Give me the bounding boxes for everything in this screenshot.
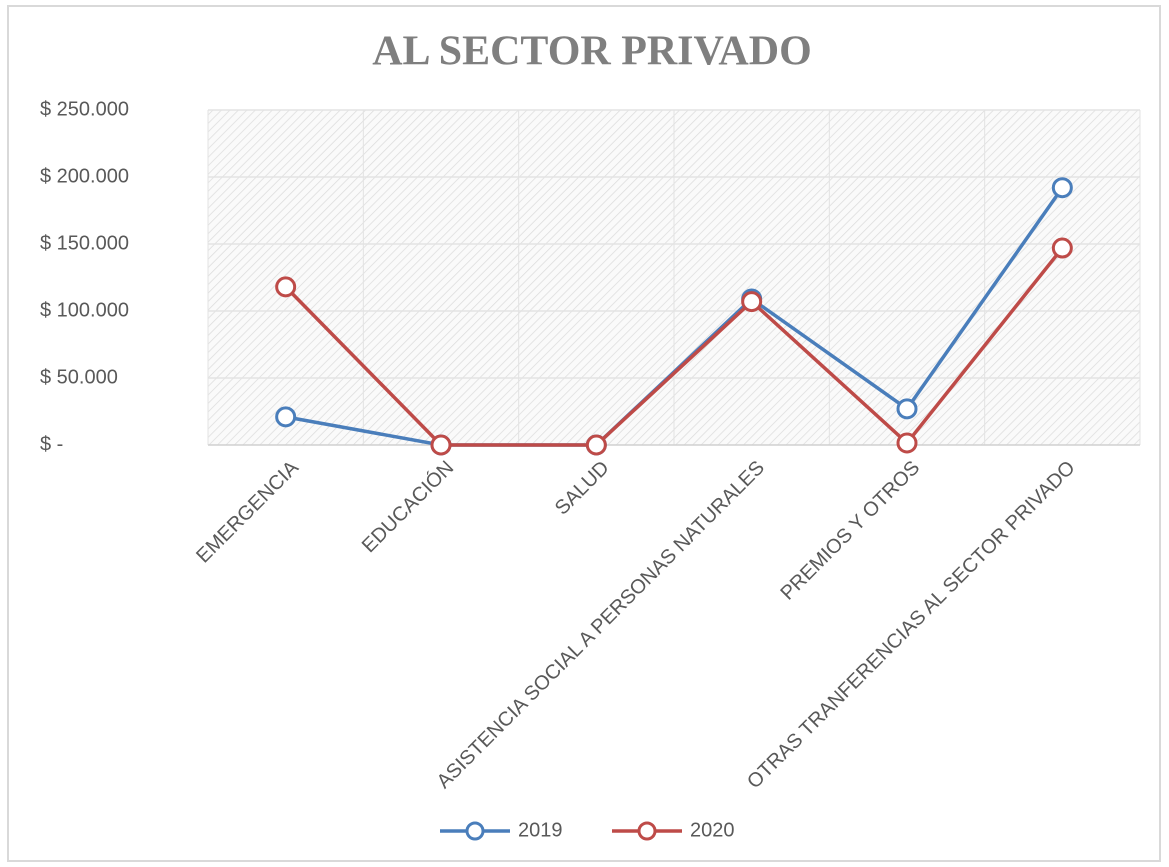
y-tick-label: $ - [40, 433, 63, 455]
y-tick-label: $ 100.000 [40, 299, 129, 321]
data-point [585, 434, 607, 456]
y-tick-label: $ 50.000 [40, 366, 118, 388]
data-point [275, 406, 297, 428]
data-point [275, 276, 297, 298]
data-point [896, 432, 918, 454]
y-tick-label: $ 250.000 [40, 98, 129, 120]
y-tick-label: $ 200.000 [40, 165, 129, 187]
legend-marker [465, 821, 485, 841]
data-point [741, 291, 763, 313]
data-point [1051, 177, 1073, 199]
y-tick-label: $ 150.000 [40, 232, 129, 254]
data-point [896, 398, 918, 420]
series-line [284, 246, 1064, 447]
legend-label: 2020 [690, 819, 735, 841]
legend-label: 2019 [518, 819, 563, 841]
chart-title: AL SECTOR PRIVADO [372, 29, 812, 75]
legend-marker [637, 821, 657, 841]
data-point [1051, 237, 1073, 259]
data-point [430, 434, 452, 456]
